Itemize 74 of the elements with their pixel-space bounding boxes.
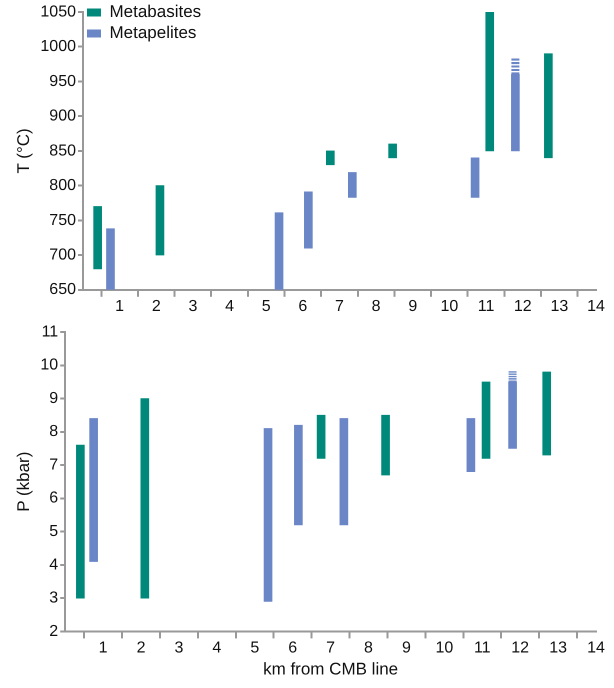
x-tick-label: 4: [225, 298, 234, 315]
bar: [316, 414, 326, 459]
bar: [485, 12, 494, 152]
bar: [294, 424, 303, 526]
y-tick-label: 800: [49, 177, 76, 194]
y-tick-label: 3: [49, 590, 58, 607]
x-tick-label: 12: [514, 298, 532, 315]
y-tick-label: 9: [49, 390, 58, 407]
x-tick-label: 3: [174, 639, 184, 656]
x-tick-label: 7: [326, 639, 336, 656]
y-tick-label: 10: [40, 356, 58, 374]
y-tick-label: 8: [49, 423, 58, 440]
bar: [388, 144, 397, 158]
y-tick-label: 6: [49, 490, 58, 507]
x-tick-label: 14: [587, 298, 605, 315]
y-tick-label: 700: [49, 246, 76, 264]
bar: [340, 418, 348, 526]
bar: [140, 398, 150, 598]
x-tick-label: 10: [435, 639, 454, 656]
y-tick-label: 4: [49, 556, 58, 574]
y-tick-label: 1000: [40, 38, 76, 56]
legend-label: Metapelites: [109, 23, 196, 42]
y-tick-label: 1050: [40, 3, 76, 20]
x-tick-label: 13: [549, 639, 568, 656]
x-tick-label: 3: [188, 298, 198, 315]
y-tick-label: 2: [49, 622, 58, 640]
x-tick-label: 2: [152, 298, 161, 315]
x-tick-label: 2: [136, 639, 146, 656]
x-tick-label: 11: [474, 639, 491, 656]
x-tick-label: 11: [478, 298, 494, 315]
x-tick-label: 8: [364, 639, 374, 656]
y-tick-label: 7: [49, 456, 58, 474]
x-tick-label: 1: [115, 298, 124, 315]
bar: [466, 418, 476, 472]
x-tick-label: 4: [212, 639, 222, 656]
bar: [264, 428, 272, 602]
x-tick-label: 10: [440, 298, 458, 315]
y-tick-label: 650: [49, 281, 76, 298]
x-tick-label: 12: [511, 639, 530, 656]
bar: [544, 53, 553, 158]
y-axis-title: P (kbar): [14, 452, 33, 512]
x-tick-label: 14: [587, 639, 605, 656]
x-tick-label: 9: [402, 639, 411, 656]
y-tick-label: 850: [49, 142, 76, 160]
bar: [76, 444, 85, 598]
x-tick-label: 13: [550, 298, 568, 315]
x-tick-label: 7: [335, 298, 344, 315]
y-tick-label: 750: [49, 212, 76, 229]
bar: [156, 185, 164, 256]
y-tick-label: 950: [49, 72, 76, 90]
bar: [348, 172, 357, 198]
y-tick-label: 900: [49, 108, 76, 125]
x-tick-label: 5: [262, 298, 271, 315]
bar: [542, 372, 552, 456]
bar: [482, 382, 490, 459]
x-tick-label: 8: [372, 298, 381, 315]
y-tick-label: 5: [49, 523, 58, 540]
x-tick-label: 6: [288, 639, 298, 656]
x-tick-label: 9: [408, 298, 418, 315]
x-tick-label: 5: [250, 639, 260, 656]
bar: [89, 418, 98, 562]
bar: [93, 206, 102, 270]
bar: [470, 158, 480, 198]
bar: [304, 192, 313, 248]
legend-label: Metabasites: [109, 2, 202, 22]
bar: [381, 414, 390, 476]
x-axis-title: km from CMB line: [263, 659, 398, 678]
y-axis-title: T (°C): [14, 128, 33, 174]
bar: [274, 212, 284, 290]
x-tick-label: 1: [98, 639, 108, 656]
x-tick-label: 6: [298, 298, 308, 315]
bar: [106, 228, 115, 290]
bar: [326, 150, 335, 166]
y-tick-label: 11: [42, 323, 58, 340]
